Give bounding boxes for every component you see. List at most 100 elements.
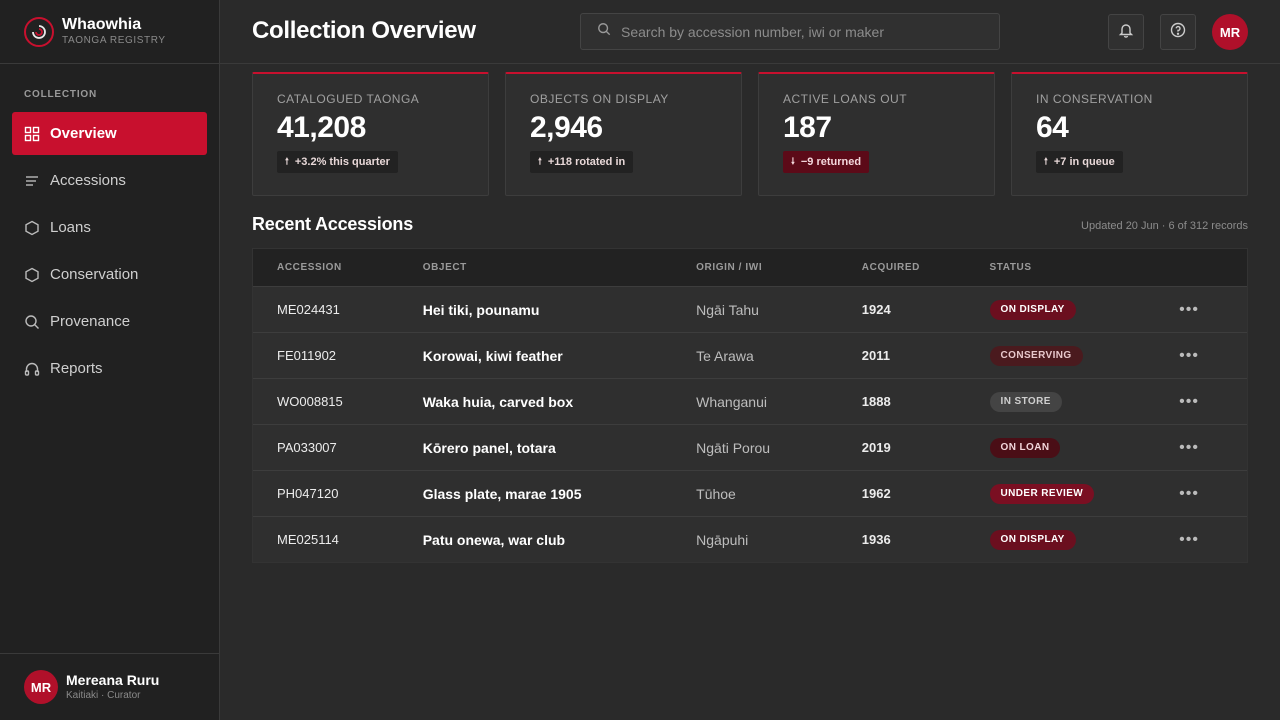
headphones-icon bbox=[24, 361, 40, 377]
header: Collection Overview MR bbox=[220, 0, 1280, 64]
cell-object: Patu onewa, war club bbox=[422, 531, 566, 548]
cell-accession: ME024431 bbox=[277, 302, 340, 317]
brand-name: Whaowhia bbox=[62, 15, 142, 33]
table-row[interactable]: FE011902 Korowai, kiwi feather Te Arawa … bbox=[253, 332, 1247, 378]
hexagon-icon bbox=[24, 267, 40, 283]
arrow-up-icon: 🠕 bbox=[285, 156, 289, 166]
stat-label: CATALOGUED TAONGA bbox=[277, 92, 420, 106]
help-icon bbox=[1170, 22, 1186, 43]
column-header-object[interactable]: OBJECT bbox=[422, 262, 467, 273]
arrow-up-icon: 🠕 bbox=[538, 156, 542, 166]
column-header-accession[interactable]: ACCESSION bbox=[277, 262, 342, 273]
search-box[interactable] bbox=[580, 13, 1000, 50]
records-meta: Updated 20 Jun · 6 of 312 records bbox=[1081, 220, 1248, 232]
cell-accession: PA033007 bbox=[277, 440, 337, 455]
sidebar-item-conservation[interactable]: Conservation bbox=[12, 253, 207, 296]
stat-card-conservation[interactable]: IN CONSERVATION 64 🠕 +7 in queue bbox=[1011, 72, 1248, 196]
bell-icon bbox=[1118, 22, 1134, 43]
search-input[interactable] bbox=[621, 23, 981, 40]
avatar: MR bbox=[24, 670, 58, 704]
status-badge: CONSERVING bbox=[989, 346, 1083, 366]
list-icon bbox=[24, 173, 40, 189]
sidebar-item-label: Overview bbox=[50, 125, 117, 142]
stat-trend-text: −9 returned bbox=[800, 156, 862, 168]
column-header-acquired[interactable]: ACQUIRED bbox=[861, 262, 920, 273]
sidebar-item-reports[interactable]: Reports bbox=[12, 347, 207, 390]
search-icon bbox=[597, 22, 611, 41]
stat-trend-text: +7 in queue bbox=[1053, 156, 1115, 168]
stat-trend-text: +118 rotated in bbox=[547, 156, 626, 168]
cell-acquired: 2019 bbox=[861, 440, 891, 455]
cell-object: Hei tiki, pounamu bbox=[422, 301, 540, 318]
stat-value: 41,208 bbox=[277, 111, 366, 144]
cell-acquired: 1936 bbox=[861, 532, 891, 547]
cell-acquired: 1962 bbox=[861, 486, 891, 501]
table-header: ACCESSION OBJECT ORIGIN / IWI ACQUIRED S… bbox=[253, 249, 1247, 286]
row-menu-button[interactable]: ••• bbox=[1179, 530, 1199, 548]
header-avatar[interactable]: MR bbox=[1212, 14, 1248, 50]
stat-cards: CATALOGUED TAONGA 41,208 🠕 +3.2% this qu… bbox=[252, 72, 1248, 196]
cell-object: Glass plate, marae 1905 bbox=[422, 485, 582, 502]
stat-trend-badge: 🠗 −9 returned bbox=[783, 151, 870, 173]
cell-origin: Whanganui bbox=[696, 393, 767, 410]
cell-origin: Te Arawa bbox=[696, 347, 754, 364]
cell-origin: Tūhoe bbox=[696, 485, 736, 502]
table-row[interactable]: ME024431 Hei tiki, pounamu Ngāi Tahu 192… bbox=[253, 286, 1247, 332]
table-row[interactable]: PH047120 Glass plate, marae 1905 Tūhoe 1… bbox=[253, 470, 1247, 516]
status-badge: ON LOAN bbox=[989, 438, 1061, 458]
table-row[interactable]: WO008815 Waka huia, carved box Whanganui… bbox=[253, 378, 1247, 424]
sidebar-item-label: Conservation bbox=[50, 266, 139, 283]
row-menu-button[interactable]: ••• bbox=[1179, 346, 1199, 364]
sidebar-item-accessions[interactable]: Accessions bbox=[12, 159, 207, 202]
brand[interactable]: Whaowhia TAONGA REGISTRY bbox=[0, 0, 219, 64]
stat-label: ACTIVE LOANS OUT bbox=[783, 92, 908, 106]
page-title: Collection Overview bbox=[252, 17, 476, 44]
nav-section-label: COLLECTION bbox=[24, 89, 97, 100]
user-name: Mereana Ruru bbox=[66, 671, 160, 688]
user-profile[interactable]: MR Mereana Ruru Kaitiaki · Curator bbox=[0, 653, 219, 720]
cell-accession: FE011902 bbox=[277, 348, 337, 363]
stat-card-catalogued[interactable]: CATALOGUED TAONGA 41,208 🠕 +3.2% this qu… bbox=[252, 72, 489, 196]
row-menu-button[interactable]: ••• bbox=[1179, 392, 1199, 410]
cell-object: Waka huia, carved box bbox=[422, 393, 574, 410]
stat-trend-badge: 🠕 +3.2% this quarter bbox=[277, 151, 398, 173]
brand-logo-icon bbox=[24, 16, 54, 47]
stat-trend-badge: 🠕 +118 rotated in bbox=[530, 151, 634, 173]
cell-object: Kōrero panel, totara bbox=[422, 439, 556, 456]
status-badge: ON DISPLAY bbox=[989, 530, 1076, 550]
arrow-up-icon: 🠕 bbox=[1044, 156, 1048, 166]
cell-origin: Ngāi Tahu bbox=[696, 301, 759, 318]
sidebar-item-label: Reports bbox=[50, 360, 103, 377]
stat-card-on-display[interactable]: OBJECTS ON DISPLAY 2,946 🠕 +118 rotated … bbox=[505, 72, 742, 196]
column-header-status[interactable]: STATUS bbox=[989, 262, 1032, 273]
row-menu-button[interactable]: ••• bbox=[1179, 484, 1199, 502]
cell-accession: PH047120 bbox=[277, 486, 339, 501]
help-button[interactable] bbox=[1160, 14, 1196, 50]
row-menu-button[interactable]: ••• bbox=[1179, 300, 1199, 318]
sidebar-item-provenance[interactable]: Provenance bbox=[12, 300, 207, 343]
sidebar-item-label: Accessions bbox=[50, 172, 126, 189]
stat-value: 187 bbox=[783, 111, 832, 144]
cell-origin: Ngāti Porou bbox=[696, 439, 771, 456]
cell-accession: ME025114 bbox=[277, 532, 339, 547]
cell-acquired: 2011 bbox=[861, 348, 890, 363]
sidebar-item-label: Provenance bbox=[50, 313, 131, 330]
hexagon-icon bbox=[24, 220, 40, 236]
row-menu-button[interactable]: ••• bbox=[1179, 438, 1199, 456]
accessions-table: ACCESSION OBJECT ORIGIN / IWI ACQUIRED S… bbox=[252, 248, 1248, 563]
table-row[interactable]: ME025114 Patu onewa, war club Ngāpuhi 19… bbox=[253, 516, 1247, 562]
sidebar-nav: Overview Accessions Loans bbox=[12, 112, 207, 394]
grid-icon bbox=[24, 126, 40, 142]
cell-accession: WO008815 bbox=[277, 394, 343, 409]
stat-value: 64 bbox=[1036, 111, 1069, 144]
search-icon bbox=[24, 314, 40, 330]
sidebar-item-loans[interactable]: Loans bbox=[12, 206, 207, 249]
cell-acquired: 1888 bbox=[861, 394, 891, 409]
stat-card-loans-out[interactable]: ACTIVE LOANS OUT 187 🠗 −9 returned bbox=[758, 72, 995, 196]
sidebar-item-overview[interactable]: Overview bbox=[12, 112, 207, 155]
table-row[interactable]: PA033007 Kōrero panel, totara Ngāti Poro… bbox=[253, 424, 1247, 470]
column-header-origin[interactable]: ORIGIN / IWI bbox=[696, 262, 763, 273]
notifications-button[interactable] bbox=[1108, 14, 1144, 50]
status-badge: IN STORE bbox=[989, 392, 1062, 412]
